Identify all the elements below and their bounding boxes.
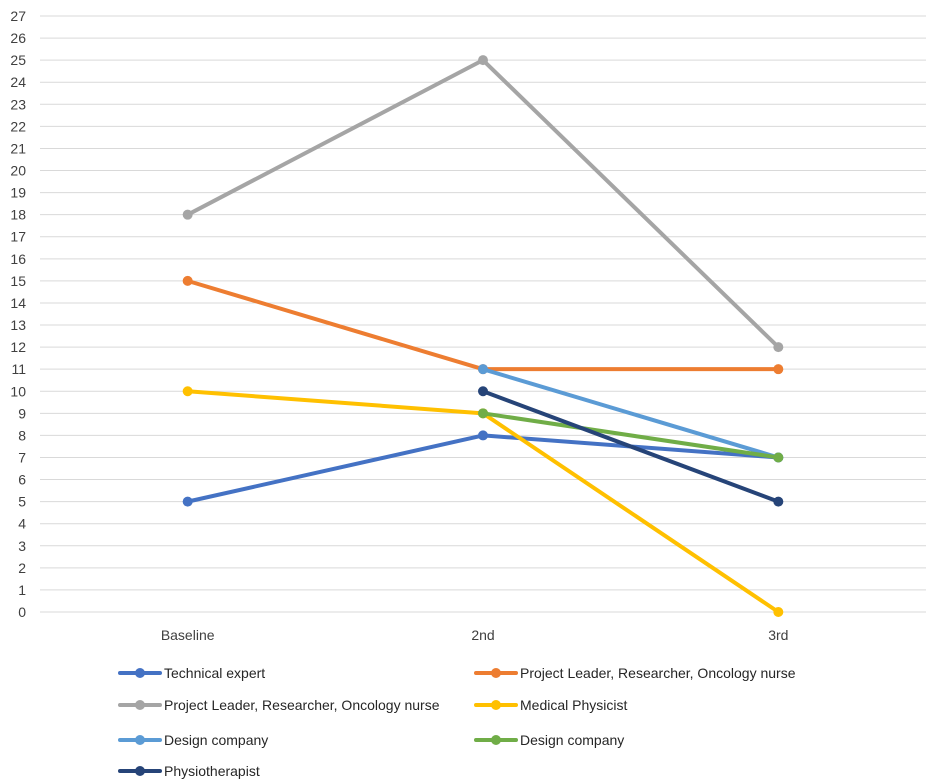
data-point [478,408,488,419]
data-point [182,386,193,397]
y-tick-label: 10 [10,383,26,399]
legend-item: Medical Physicist [474,697,627,713]
data-point [478,386,488,397]
y-tick-label: 4 [18,516,26,532]
y-tick-label: 20 [10,163,26,179]
y-tick-label: 27 [10,8,26,24]
legend-label: Medical Physicist [520,697,627,713]
series-line [185,58,781,350]
legend-label: Design company [520,732,624,748]
legend-swatch-marker [491,735,501,745]
series-6 [478,386,784,507]
legend-item: Design company [118,732,268,748]
y-tick-label: 23 [10,96,26,112]
series-5 [478,408,784,463]
legend-item: Project Leader, Researcher, Oncology nur… [474,665,796,681]
data-point [478,55,488,66]
legend-label: Project Leader, Researcher, Oncology nur… [164,697,440,713]
data-point [773,364,784,375]
y-tick-label: 16 [10,251,26,267]
legend-swatch-marker [491,700,501,710]
y-tick-label: 7 [18,449,26,465]
data-point [182,496,193,507]
y-tick-label: 26 [10,30,26,46]
legend-swatch-marker [135,700,145,710]
data-point [773,342,784,353]
data-point [773,607,784,617]
y-tick-label: 0 [18,604,26,620]
legend-label: Project Leader, Researcher, Oncology nur… [520,665,796,681]
y-tick-label: 3 [18,538,26,554]
y-tick-label: 9 [18,405,26,421]
legend-swatch-marker [135,766,145,776]
legend-swatch-marker [135,668,145,678]
legend-label: Design company [164,732,268,748]
y-tick-label: 1 [18,582,26,598]
series-line [481,389,781,504]
data-point [478,364,488,375]
data-point [182,275,193,286]
legend-label: Technical expert [164,665,265,681]
y-tick-label: 6 [18,472,26,488]
y-tick-label: 17 [10,229,26,245]
y-tick-label: 25 [10,52,26,68]
legend-item: Project Leader, Researcher, Oncology nur… [118,697,440,713]
legend-item: Physiotherapist [118,763,260,779]
legend-label: Physiotherapist [164,763,260,779]
legend-swatch-marker [135,735,145,745]
legend-item: Technical expert [118,665,265,681]
legend: Technical expert Project Leader, Research… [118,665,796,779]
y-axis-tick-labels: 0123456789101112131415161718192021222324… [10,8,26,620]
y-tick-label: 11 [11,361,26,377]
y-tick-label: 5 [18,494,26,510]
series-line [481,411,781,460]
y-tick-label: 15 [10,273,26,289]
y-tick-label: 21 [10,140,26,156]
x-axis-tick-labels: Baseline 2nd 3rd [161,627,789,643]
data-point [182,209,193,220]
y-tick-label: 12 [10,339,26,355]
series-2 [182,55,784,353]
series-line [481,367,781,460]
gridlines [40,15,926,613]
data-point [478,430,488,441]
y-tick-label: 18 [10,207,26,223]
y-tick-label: 14 [10,295,26,311]
legend-swatch-marker [491,668,501,678]
x-tick-label: 2nd [471,627,494,643]
y-tick-label: 19 [10,185,26,201]
x-tick-label: 3rd [768,627,788,643]
y-tick-label: 2 [18,560,26,576]
y-tick-label: 24 [10,74,26,90]
x-tick-label: Baseline [161,627,215,643]
data-point [773,496,784,507]
y-tick-label: 8 [18,427,26,443]
y-tick-label: 22 [10,118,26,134]
series-lines [182,55,784,617]
data-point [773,452,784,463]
y-tick-label: 13 [10,317,26,333]
legend-item: Design company [474,732,624,748]
